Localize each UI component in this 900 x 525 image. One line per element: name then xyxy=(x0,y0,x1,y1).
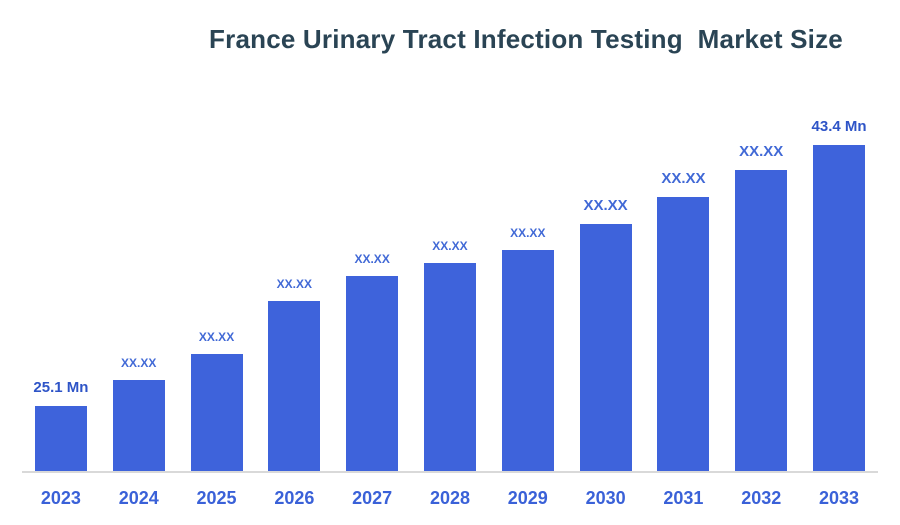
bar-column: 43.4 Mn xyxy=(800,60,878,471)
bar-2032 xyxy=(735,170,788,471)
bar-column: XX.XX xyxy=(489,60,567,471)
bar-chart: 25.1 Mn XX.XX XX.XX XX.XX XX.XX XX.XX XX.XX XX.… xyxy=(22,60,878,473)
chart-title: France Urinary Tract Infection Testing M… xyxy=(209,24,843,54)
x-axis-label-2032: 2032 xyxy=(741,488,782,508)
bar-2029 xyxy=(501,250,554,471)
bar-2028 xyxy=(423,263,476,471)
bar-value-label: XX.XX xyxy=(121,356,157,370)
x-axis-label-2029: 2029 xyxy=(507,488,548,508)
bar-value-label: XX.XX xyxy=(198,330,235,344)
x-axis-label-2026: 2026 xyxy=(274,488,315,508)
bar-column: 25.1 Mn xyxy=(22,60,100,471)
bar-2031 xyxy=(657,197,710,471)
x-axis-label-2023: 2023 xyxy=(40,488,81,508)
bar-column: XX.XX xyxy=(567,60,645,471)
bar-column: XX.XX xyxy=(411,60,489,471)
bar-column: XX.XX xyxy=(645,60,723,471)
x-axis-label-2027: 2027 xyxy=(352,488,393,508)
x-axis-label-2024: 2024 xyxy=(118,488,159,508)
bar-2026 xyxy=(268,301,321,471)
bar-value-label: XX.XX xyxy=(276,277,313,291)
bar-value-label: 25.1 Mn xyxy=(33,379,89,396)
bar-value-label: XX.XX xyxy=(432,239,468,253)
bar-value-label: XX.XX xyxy=(661,170,706,187)
bar-value-label: XX.XX xyxy=(510,226,546,240)
x-axis-labels: 2023 2024 2025 2026 2027 2028 2029 2030 2031 2032… xyxy=(22,475,878,525)
bar-value-label: XX.XX xyxy=(583,197,628,214)
bar-value-label: XX.XX xyxy=(739,143,784,160)
bar-column: XX.XX xyxy=(255,60,333,471)
bar-2025 xyxy=(190,354,243,471)
bar-2030 xyxy=(579,224,632,471)
x-axis-label-2031: 2031 xyxy=(663,488,704,508)
x-axis-label-2028: 2028 xyxy=(429,488,470,508)
x-axis-label-2033: 2033 xyxy=(819,488,860,508)
x-axis-label-2030: 2030 xyxy=(585,488,626,508)
x-axis-label-2025: 2025 xyxy=(196,488,237,508)
bar-column: XX.XX xyxy=(722,60,800,471)
bar-column: XX.XX xyxy=(178,60,256,471)
bar-value-label: XX.XX xyxy=(354,252,390,266)
bar-column: XX.XX xyxy=(100,60,178,471)
bar-column: XX.XX xyxy=(333,60,411,471)
bar-2033 xyxy=(813,145,866,471)
bar-value-label: 43.4 Mn xyxy=(811,118,867,135)
bar-2024 xyxy=(112,380,165,471)
bar-2023 xyxy=(34,406,87,471)
bar-2027 xyxy=(346,276,399,471)
